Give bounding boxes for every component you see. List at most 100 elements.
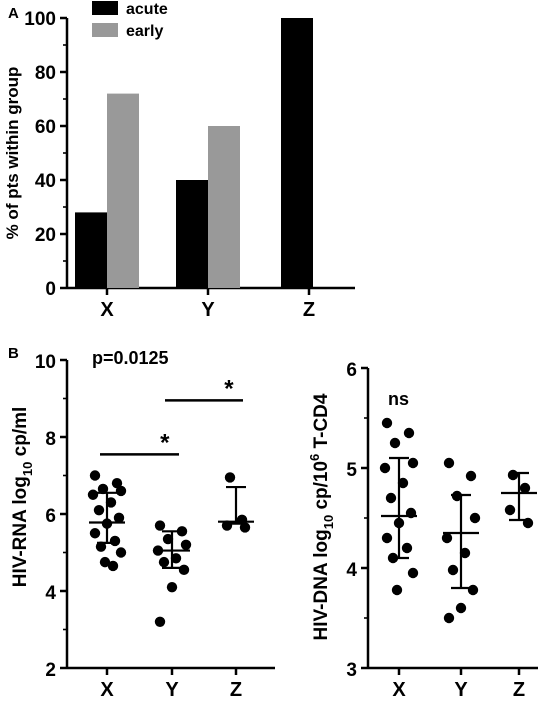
x-tick-label-b2: Y [454, 679, 468, 701]
y-tick-label-b2: 3 [346, 660, 357, 681]
bar-early-X [107, 93, 139, 288]
data-point-X [97, 483, 109, 495]
data-point-X [401, 542, 413, 554]
y-tick-label-a: 80 [35, 63, 56, 84]
data-point-X [89, 528, 101, 539]
significance-star-Y-Z: * [224, 375, 234, 402]
data-point-Y [455, 602, 467, 614]
data-point-Y [154, 520, 166, 531]
bar-early-Y [208, 126, 240, 288]
data-point-Z [522, 517, 534, 529]
data-point-Z [519, 482, 531, 494]
data-point-Y [459, 547, 471, 559]
y-ticks-b1: 2 4 6 8 10 [35, 352, 67, 681]
data-point-X [397, 477, 409, 489]
data-point-Z [239, 522, 251, 533]
data-point-X [99, 556, 111, 568]
y-tick-label-a: 0 [45, 279, 56, 300]
panel-label-a: A [8, 5, 19, 22]
category-labels-b2: X Y Z [392, 668, 525, 701]
y-axis-label-b2: HIV-DNA log10 cp/106 T-CD4 [307, 393, 336, 640]
data-point-X [111, 478, 123, 489]
data-point-X [405, 507, 417, 519]
data-point-Z [507, 469, 519, 481]
y-tick-label-a: 40 [35, 171, 56, 192]
legend-swatch-acute [92, 1, 118, 15]
y-axis-label-a: % of pts within group [3, 67, 22, 240]
data-point-Y [152, 545, 164, 556]
y-tick-label-a: 100 [24, 9, 56, 30]
data-point-Y [469, 512, 481, 524]
x-tick-label-b1: Y [165, 679, 179, 701]
data-point-X [93, 504, 105, 516]
x-tick-label-a: X [100, 299, 114, 321]
ns-annotation: ns [388, 389, 409, 409]
significance-star-X-Y: * [160, 429, 170, 456]
data-point-X [407, 457, 419, 469]
bar-chart-panel-a: A 0 20 40 60 80 100 X Y Z acute early % of pts w… [3, 1, 355, 321]
data-point-X [87, 489, 99, 500]
x-tick-label-b1: Z [230, 679, 242, 701]
y-tick-label-b1: 2 [45, 660, 56, 681]
data-point-X [95, 541, 107, 552]
x-tick-label-b2: Z [513, 679, 525, 701]
legend-a: acute early [92, 1, 168, 40]
y-tick-label-b2: 6 [346, 360, 357, 381]
x-tick-label-b1: X [100, 679, 114, 701]
data-point-X [381, 417, 393, 429]
data-point-Z [504, 504, 516, 516]
data-point-X [379, 462, 391, 474]
data-point-Y [154, 616, 166, 627]
x-tick-label-a: Z [303, 299, 315, 321]
data-point-X [381, 532, 393, 544]
legend-swatch-early [92, 23, 118, 37]
data-point-X [385, 492, 397, 504]
data-point-Z [221, 520, 233, 531]
data-groups-b2 [379, 417, 537, 624]
y-tick-label-a: 20 [35, 225, 56, 246]
data-point-X [107, 560, 119, 572]
data-point-Y [162, 533, 174, 545]
data-point-X [391, 584, 403, 596]
data-point-Y [170, 553, 182, 564]
y-tick-label-b1: 6 [45, 506, 56, 527]
bar-acute-Z [281, 18, 313, 288]
y-tick-label-b1: 4 [45, 583, 56, 604]
y-tick-label-b1: 10 [35, 352, 56, 373]
data-point-Y [441, 532, 453, 544]
data-point-X [407, 567, 419, 579]
category-labels-b1: X Y Z [100, 668, 242, 701]
bar-acute-X [75, 212, 107, 288]
data-groups-b1 [87, 470, 254, 627]
panel-label-b: B [8, 345, 19, 362]
data-point-Y [447, 564, 459, 576]
data-point-Y [467, 584, 479, 596]
legend-label-early: early [126, 23, 163, 40]
data-point-Y [443, 457, 455, 469]
y-tick-label-a: 60 [35, 117, 56, 138]
data-point-X [113, 512, 125, 524]
x-tick-label-a: Y [201, 299, 215, 321]
significance-bars-b1: ** [100, 375, 243, 456]
y-tick-label-b2: 5 [346, 460, 357, 481]
p-value-annotation: p=0.0125 [92, 348, 169, 368]
scatter-panel-b-dna: 3 4 5 6 X Y Z ns HIV-DNA log10 cp/106 T-CD4 [307, 360, 538, 701]
bar-acute-Y [176, 180, 208, 288]
data-point-X [115, 547, 127, 558]
y-tick-label-b1: 8 [45, 429, 56, 450]
data-point-X [101, 518, 113, 529]
y-tick-label-b2: 4 [346, 560, 357, 581]
category-labels-a: X Y Z [100, 288, 315, 321]
data-point-Y [176, 526, 188, 537]
data-point-Y [465, 470, 477, 482]
data-point-X [105, 497, 117, 508]
bars-a [75, 18, 313, 288]
data-point-Y [451, 490, 463, 502]
data-point-X [393, 517, 405, 529]
data-point-X [403, 427, 415, 439]
x-tick-label-b2: X [392, 679, 406, 701]
legend-label-acute: acute [126, 1, 168, 18]
data-point-X [89, 470, 101, 481]
data-point-Y [166, 581, 178, 593]
